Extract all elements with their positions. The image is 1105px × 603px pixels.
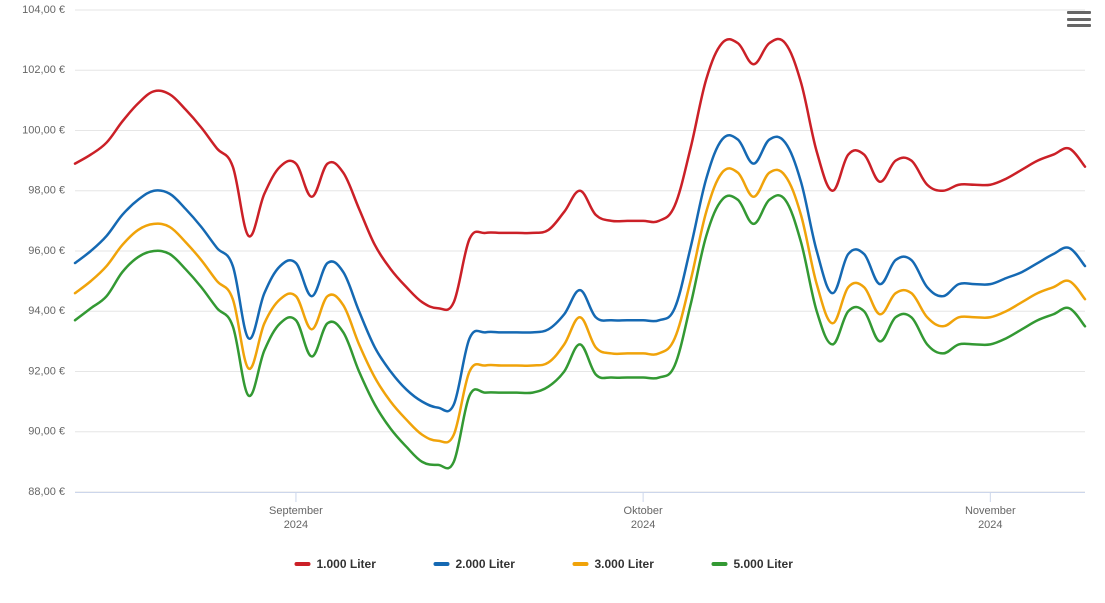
legend-label: 3.000 Liter [595,557,655,571]
y-axis-tick-label: 90,00 € [28,426,65,438]
x-axis-tick-label: Oktober [624,505,663,517]
legend-item[interactable]: 3.000 Liter [573,557,655,571]
price-chart: 88,00 € 90,00 € 92,00 € 94,00 € 96,00 € 98,00… [0,0,1105,603]
legend-label: 5.000 Liter [734,557,794,571]
legend-marker [434,562,450,566]
series-line[interactable] [75,39,1085,310]
legend-item[interactable]: 1.000 Liter [295,557,377,571]
x-axis-tick-label: November [965,505,1016,517]
series-line[interactable] [75,195,1085,468]
series-line[interactable] [75,168,1085,442]
x-axis-tick-label: 2024 [978,519,1002,531]
y-axis-tick-label: 98,00 € [28,185,65,197]
chart-svg: 88,00 € 90,00 € 92,00 € 94,00 € 96,00 € 98,00… [0,0,1105,603]
legend-item[interactable]: 2.000 Liter [434,557,516,571]
y-axis-tick-label: 88,00 € [28,486,65,498]
legend-marker [573,562,589,566]
y-axis-tick-label: 104,00 € [22,4,65,16]
series-line[interactable] [75,135,1085,411]
y-axis-tick-label: 96,00 € [28,245,65,257]
x-axis-tick-label: 2024 [631,519,655,531]
legend-item[interactable]: 5.000 Liter [712,557,794,571]
x-axis-tick-label: September [269,505,323,517]
legend-marker [712,562,728,566]
legend-label: 1.000 Liter [317,557,377,571]
y-axis-tick-label: 94,00 € [28,305,65,317]
y-axis-tick-label: 100,00 € [22,124,65,136]
legend-label: 2.000 Liter [456,557,516,571]
y-axis-tick-label: 102,00 € [22,64,65,76]
legend-marker [295,562,311,566]
x-axis-tick-label: 2024 [284,519,308,531]
chart-menu-icon[interactable] [1067,8,1091,30]
y-axis-tick-label: 92,00 € [28,365,65,377]
